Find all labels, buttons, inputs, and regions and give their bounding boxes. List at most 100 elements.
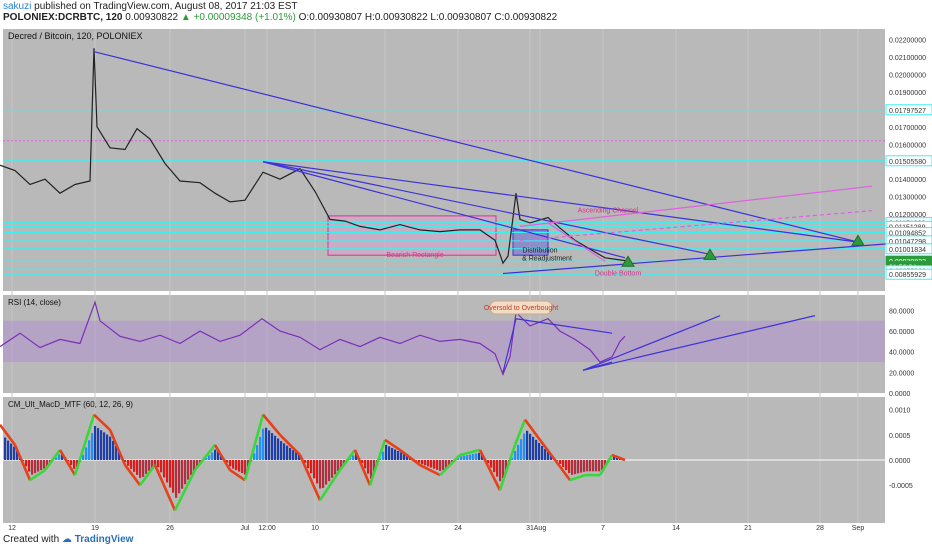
price-annotation: Distribution xyxy=(522,248,557,255)
footer: Created with ☁ TradingView xyxy=(3,534,133,545)
macd-histogram-bar xyxy=(67,460,70,462)
price-tick-label: 0.01700000 xyxy=(889,125,926,132)
macd-histogram-bar xyxy=(478,452,481,460)
price-trendline xyxy=(262,161,626,259)
macd-histogram-bar xyxy=(262,428,265,460)
macd-histogram-bar xyxy=(370,460,373,479)
macd-histogram-bar xyxy=(94,425,97,460)
macd-line-segment xyxy=(368,439,387,486)
macd-histogram-bar xyxy=(493,460,496,473)
macd-line-segment xyxy=(318,469,342,502)
price-tick-label: 0.01900000 xyxy=(889,90,926,97)
level-label: 0.01001834 xyxy=(889,247,926,254)
macd-histogram-bar xyxy=(16,450,19,460)
macd-histogram-bar xyxy=(589,460,592,472)
macd-histogram-bar xyxy=(343,460,346,465)
macd-histogram-bar xyxy=(316,460,319,484)
time-tick-label: Aug xyxy=(534,525,547,532)
macd-histogram-bar xyxy=(406,455,409,460)
macd-line-segment xyxy=(439,454,461,477)
price-tick-label: 0.02100000 xyxy=(889,55,926,62)
macd-histogram-bar xyxy=(55,457,58,460)
macd-histogram-bar xyxy=(580,460,583,473)
symbol-info: POLONIEX:DCRBTC, 120 0.00930822 ▲ +0.000… xyxy=(3,12,557,23)
macd-histogram-bar xyxy=(517,444,520,460)
macd-histogram-bar xyxy=(328,460,331,482)
macd-histogram-bar xyxy=(610,458,613,460)
macd-line-segment xyxy=(298,454,322,501)
macd-histogram-bar xyxy=(109,436,112,460)
time-tick-label: 26 xyxy=(166,525,174,532)
macd-histogram-bar xyxy=(574,460,577,475)
macd-histogram-bar xyxy=(367,460,370,474)
macd-line-segment xyxy=(523,418,542,441)
tradingview-brand[interactable]: TradingView xyxy=(74,534,134,545)
macd-histogram-bar xyxy=(547,451,550,460)
price-trendline xyxy=(93,51,859,243)
macd-line-segment xyxy=(173,469,197,511)
macd-histogram-bar xyxy=(439,460,442,471)
macd-line-segment xyxy=(58,449,77,476)
target-arrow-icon xyxy=(703,248,717,260)
macd-line-segment xyxy=(108,429,127,466)
macd-histogram-bar xyxy=(97,428,100,460)
macd-histogram-bar xyxy=(310,460,313,474)
macd-histogram-bar xyxy=(157,460,160,468)
time-tick-label: 10 xyxy=(311,525,319,532)
macd-histogram-bar xyxy=(568,460,571,474)
macd-histogram-bar xyxy=(124,460,127,463)
macd-histogram-bar xyxy=(259,436,262,460)
macd-histogram-bar xyxy=(241,460,244,474)
macd-histogram-bar xyxy=(505,460,508,472)
author-link[interactable]: sakuzi xyxy=(3,1,32,12)
macd-line-segment xyxy=(243,414,265,481)
macd-histogram-bar xyxy=(565,460,568,471)
macd-line-segment xyxy=(569,473,586,482)
time-tick-label: 28 xyxy=(816,525,824,532)
macd-tick-label: -0.0005 xyxy=(889,483,913,490)
price-annotation: Double Bottom xyxy=(595,270,641,277)
price-chart[interactable]: Decred / Bitcoin, 120, POLONIEX Bearish R… xyxy=(0,27,932,533)
time-tick-label: 19 xyxy=(91,525,99,532)
price-tick-label: 0.01200000 xyxy=(889,212,926,219)
macd-histogram-bar xyxy=(550,454,553,460)
level-label: 0.01094852 xyxy=(889,231,926,238)
macd-histogram-bar xyxy=(205,458,208,460)
macd-histogram-bar xyxy=(514,450,517,460)
time-tick-label: 31 xyxy=(526,525,534,532)
macd-histogram-bar xyxy=(595,460,598,472)
macd-histogram-bar xyxy=(418,460,421,463)
macd-histogram-bar xyxy=(244,460,247,475)
macd-histogram-bar xyxy=(499,460,502,482)
time-tick-label: 17 xyxy=(381,525,389,532)
price-panel-title: Decred / Bitcoin, 120, POLONIEX xyxy=(8,31,143,41)
macd-histogram-bar xyxy=(331,460,334,478)
macd-histogram-bar xyxy=(382,451,385,460)
macd-histogram-bar xyxy=(4,437,7,460)
macd-histogram-bar xyxy=(13,446,16,460)
macd-histogram-bar xyxy=(85,447,88,460)
rsi-tick-label: 60.0000 xyxy=(889,329,914,336)
macd-histogram-bar xyxy=(337,460,340,471)
macd-line-segment xyxy=(353,449,372,486)
macd-histogram-bar xyxy=(436,460,439,470)
macd-histogram-bar xyxy=(28,460,31,472)
macd-histogram-bar xyxy=(127,460,130,466)
macd-line-segment xyxy=(598,454,614,476)
rsi-series-line xyxy=(0,300,626,377)
macd-histogram-bar xyxy=(208,455,211,460)
macd-line-segment xyxy=(262,413,281,436)
macd-histogram-bar xyxy=(148,460,151,471)
macd-line-segment xyxy=(338,449,357,471)
rsi-trendline xyxy=(515,318,613,334)
macd-tick-label: 0.0010 xyxy=(889,408,911,415)
target-arrow-icon xyxy=(621,255,635,267)
time-tick-label: 12:00 xyxy=(258,525,276,532)
level-label-box xyxy=(885,268,932,280)
macd-line-segment xyxy=(73,414,96,476)
macd-histogram-bar xyxy=(502,460,505,479)
macd-histogram-bar xyxy=(133,460,136,472)
macd-histogram-bar xyxy=(103,432,106,460)
ascending-channel-line xyxy=(519,185,873,227)
macd-line-segment xyxy=(29,469,46,482)
